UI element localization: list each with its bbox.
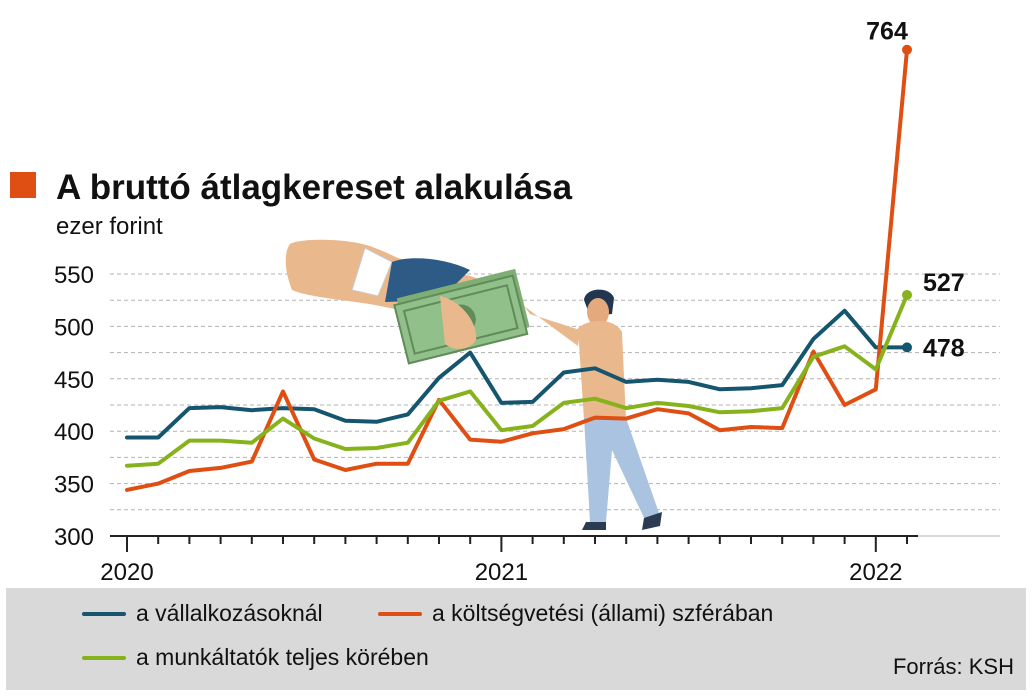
series-line [125,308,909,440]
legend-item-munkaltatok: a munkáltatók teljes körében [82,644,429,671]
series-line [125,293,909,468]
legend-line-icon [378,611,422,616]
legend-line-icon [82,655,126,660]
y-tick-label: 500 [54,314,94,341]
chart-title: A bruttó átlagkereset alakulása [56,168,573,207]
x-tick-label: 2020 [100,559,153,586]
y-tick-label: 550 [54,262,94,289]
end-labels: 478 764 527 [866,18,965,363]
x-axis: 2020 2021 2022 [100,535,918,586]
line-chart: A bruttó átlagkereset alakulása ezer for… [10,18,1000,586]
y-tick-label: 300 [54,524,94,551]
series-end-label: 527 [923,269,965,297]
y-tick-label: 350 [54,472,94,499]
legend-item-koltsegvetes: a költségvetési (állami) szférában [378,600,773,627]
legend-label: a költségvetési (állami) szférában [432,600,774,626]
chart-subtitle: ezer forint [56,213,163,240]
series-end-point [902,289,912,300]
legend: a vállalkozásoknál a költségvetési (álla… [6,588,1026,690]
y-tick-label: 400 [54,419,94,446]
money-hand-illustration [285,239,530,365]
gridlines [110,273,1000,537]
y-tick-label: 450 [54,367,94,394]
series-end-point [902,342,912,353]
x-tick-label: 2021 [475,559,528,586]
y-axis-ticks: 300 350 400 450 500 550 [54,262,94,551]
x-tick-label: 2022 [849,559,902,586]
legend-item-vallalkozasok: a vállalkozásoknál [82,600,323,627]
title-square-icon [10,172,36,198]
series-end-label: 478 [923,334,965,362]
series-line [125,47,909,492]
series-end-label: 764 [866,18,908,46]
legend-label: a vállalkozásoknál [136,600,323,626]
legend-label: a munkáltatók teljes körében [136,644,429,670]
series-end-point [902,44,912,55]
source-note: Forrás: KSH [892,654,1014,679]
legend-line-icon [82,611,126,616]
series-lines [125,44,912,492]
man-illustration [524,289,662,530]
